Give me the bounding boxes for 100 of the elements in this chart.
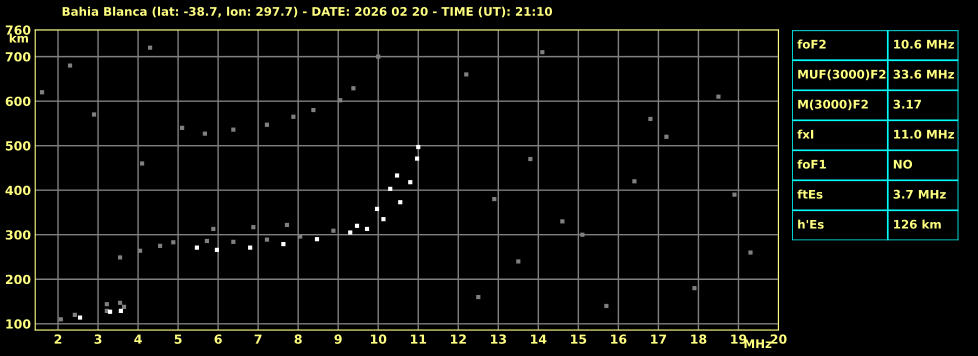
- x-tick-label: 5: [174, 334, 182, 344]
- x-tick-label: 2: [54, 334, 62, 344]
- text: NO: [894, 160, 912, 169]
- point: [311, 108, 316, 112]
- point: [194, 246, 199, 250]
- chart-title: Bahia Blanca (lat: -38.7, lon: 297.7) - DATE: 2026 02 20 - TIME (UT): 21:10: [62, 6, 552, 18]
- text: 3.7 MHz: [894, 190, 946, 199]
- point: [331, 228, 336, 233]
- y-tick-label: 760: [6, 25, 30, 35]
- point: [108, 310, 112, 314]
- category-label: ftEs: [797, 190, 822, 199]
- x-axis-title: MHz: [744, 339, 772, 348]
- x-tick-label: 13: [491, 334, 506, 344]
- point: [248, 246, 252, 250]
- point: [408, 180, 412, 184]
- category-label: h'Es: [798, 220, 824, 229]
- point: [388, 186, 392, 191]
- point: [122, 304, 126, 309]
- point: [58, 317, 63, 322]
- x-tick-label: 3: [94, 334, 102, 344]
- point: [464, 72, 468, 77]
- point: [648, 116, 652, 122]
- point: [414, 156, 420, 161]
- point: [140, 161, 144, 166]
- category-label: M(3000)F2: [798, 100, 868, 110]
- text: 11.0 MHz: [894, 130, 954, 139]
- point: [716, 94, 721, 99]
- point: [364, 226, 370, 232]
- x-tick-label: 11: [410, 334, 426, 344]
- point: [118, 308, 123, 313]
- point: [748, 250, 753, 255]
- point: [516, 259, 520, 264]
- point: [604, 304, 608, 308]
- point: [72, 312, 77, 317]
- category-label: foF1: [797, 160, 826, 169]
- point: [351, 86, 356, 90]
- text: 33.6 MHz: [894, 70, 954, 79]
- x-tick-label: 8: [294, 334, 302, 344]
- point: [180, 126, 184, 130]
- point: [68, 63, 72, 68]
- y-tick-label: 400: [6, 186, 30, 196]
- x-tick-label: 10: [370, 334, 386, 344]
- point: [284, 222, 290, 228]
- point: [104, 302, 109, 306]
- point: [211, 226, 216, 232]
- point: [264, 238, 270, 242]
- y-tick-label: 600: [6, 96, 30, 106]
- category-label: MUF(3000)F2: [798, 70, 886, 80]
- point: [118, 255, 122, 260]
- point: [664, 134, 668, 139]
- x-tick-label: 6: [214, 334, 222, 344]
- point: [381, 217, 386, 222]
- x-tick-label: 17: [651, 334, 666, 344]
- x-tick-label: 20: [770, 334, 787, 344]
- point: [231, 240, 236, 244]
- text: 126 km: [894, 220, 941, 229]
- point: [251, 225, 256, 230]
- point: [492, 197, 496, 202]
- point: [171, 240, 176, 244]
- point: [374, 206, 380, 211]
- text: 10.6 MHz: [894, 40, 954, 49]
- y-axis-title: km: [10, 33, 28, 42]
- text: 3.17: [894, 100, 921, 109]
- point: [118, 300, 122, 305]
- y-tick-label: 300: [6, 230, 30, 240]
- y-tick-label: 200: [6, 274, 30, 284]
- point: [78, 315, 82, 320]
- point: [394, 173, 400, 178]
- point: [416, 144, 420, 150]
- point: [528, 156, 532, 162]
- point: [692, 286, 697, 290]
- point: [560, 219, 564, 224]
- point: [580, 232, 584, 237]
- point: [540, 50, 544, 54]
- point: [398, 200, 402, 204]
- category-label: foF2: [797, 40, 826, 49]
- point: [214, 248, 220, 252]
- y-tick-label: 100: [6, 319, 30, 329]
- y-tick-label: 500: [6, 141, 30, 151]
- point: [376, 54, 380, 59]
- x-tick-label: 15: [571, 334, 586, 344]
- point: [476, 294, 480, 300]
- point: [354, 224, 360, 228]
- point: [148, 46, 152, 50]
- x-tick-label: 16: [611, 334, 626, 344]
- point: [264, 122, 270, 127]
- point: [732, 192, 737, 197]
- point: [348, 230, 352, 235]
- point: [291, 114, 296, 119]
- x-tick-label: 12: [450, 334, 466, 344]
- y-tick-label: 700: [6, 52, 30, 62]
- point: [158, 244, 162, 248]
- point: [204, 238, 210, 244]
- category-label: fxI: [797, 130, 814, 139]
- x-tick-label: 4: [134, 334, 142, 344]
- point: [231, 128, 236, 132]
- x-tick-label: 7: [254, 334, 262, 344]
- point: [314, 237, 320, 242]
- x-tick-label: 18: [691, 334, 706, 344]
- x-tick-label: 14: [531, 334, 546, 344]
